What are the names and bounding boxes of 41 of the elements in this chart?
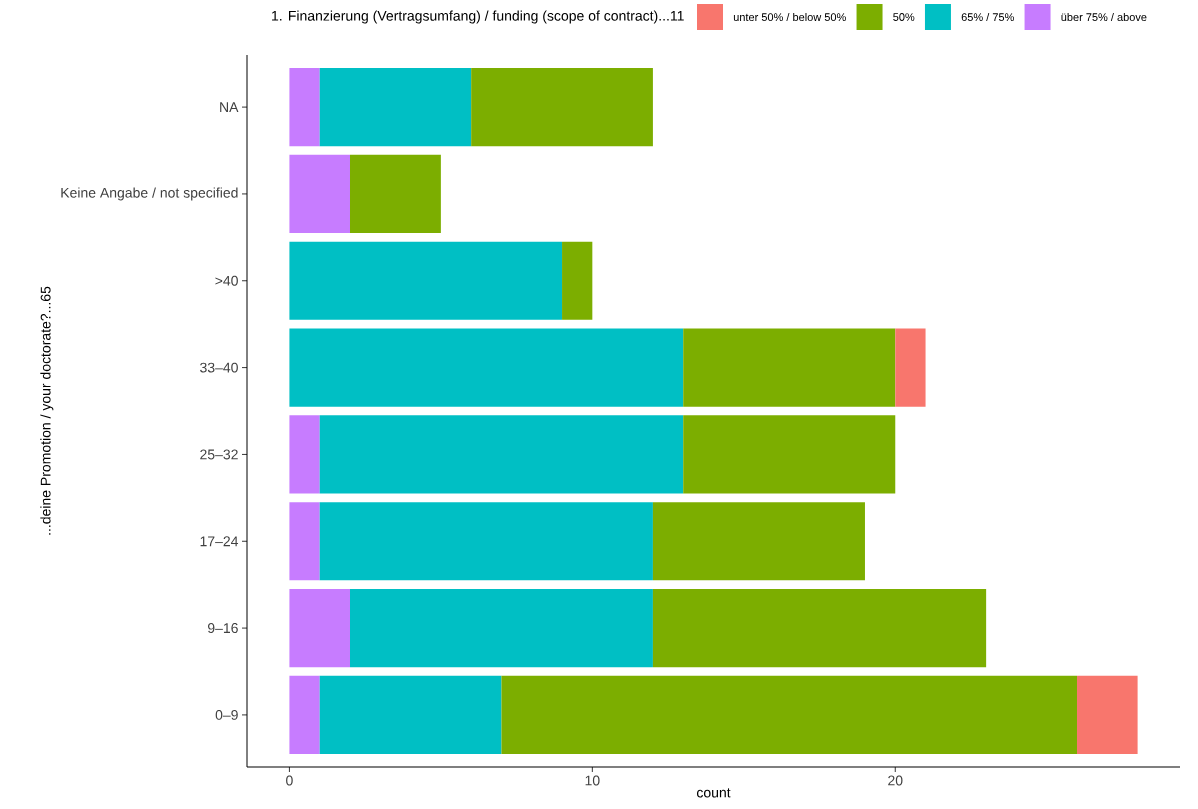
bar — [319, 502, 653, 581]
bar — [652, 502, 865, 581]
bar — [652, 589, 987, 668]
bar — [289, 154, 350, 234]
bar — [289, 589, 350, 668]
y-tick-label: 17–24 — [200, 536, 239, 547]
legend-label: 65% / 75% — [961, 12, 1014, 22]
bar — [289, 241, 563, 320]
x-axis-title: count — [696, 788, 731, 798]
x-tick-label: 0 — [286, 775, 293, 786]
bar — [683, 415, 896, 494]
legend-title: 1. Finanzierung (Vertragsumfang) / funding (scope of contract)...11 — [272, 10, 684, 24]
bar — [289, 68, 320, 147]
y-tick-label: >40 — [215, 275, 238, 286]
y-tick-label: 33–40 — [200, 362, 238, 373]
legend-label: unter 50% / below 50% — [733, 12, 846, 22]
legend-label: über 75% / above — [1061, 12, 1147, 22]
bar — [289, 502, 320, 581]
bar — [350, 589, 653, 668]
y-axis-title: ...deine Promotion / your doctorate?...65 — [40, 286, 54, 535]
y-tick-label: 0–9 — [215, 709, 238, 720]
bar — [562, 241, 593, 320]
bar — [471, 68, 653, 147]
bar — [895, 328, 926, 407]
x-tick-label: 20 — [888, 775, 903, 786]
bar — [1077, 675, 1138, 754]
y-tick-label: 9–16 — [207, 623, 238, 634]
bar — [501, 675, 1078, 754]
bar — [289, 675, 320, 754]
bar — [319, 675, 502, 754]
y-tick-label: Keine Angabe / not specified — [61, 187, 238, 201]
y-tick-label: NA — [220, 102, 239, 112]
bar — [683, 328, 896, 407]
legend-label: 50% — [893, 13, 915, 21]
bar — [350, 154, 441, 234]
x-tick-label: 10 — [585, 775, 600, 786]
bar — [319, 415, 684, 494]
bar — [319, 68, 472, 147]
bar — [289, 328, 684, 407]
y-tick-label: 25–32 — [200, 449, 238, 460]
bar — [289, 415, 320, 494]
